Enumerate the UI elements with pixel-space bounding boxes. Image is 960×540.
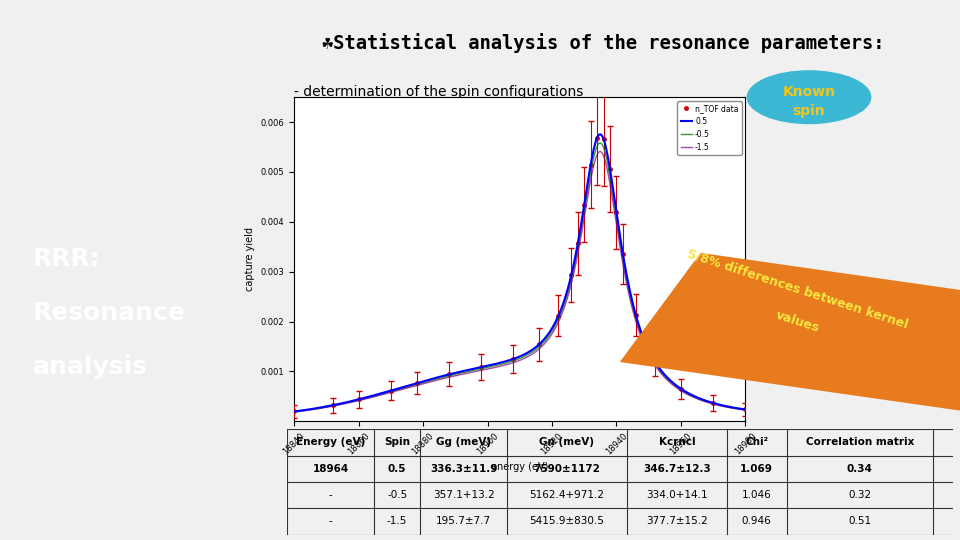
Text: Kcrncl: Kcrncl (659, 437, 695, 448)
Text: -0.5: -0.5 (387, 490, 407, 500)
Text: 357.1+13.2: 357.1+13.2 (433, 490, 494, 500)
Text: 5415.9±830.5: 5415.9±830.5 (530, 516, 605, 526)
Text: Correlation matrix: Correlation matrix (805, 437, 914, 448)
Text: 18964: 18964 (313, 464, 348, 474)
Legend: n_TOF data, 0.5, -0.5, -1.5: n_TOF data, 0.5, -0.5, -1.5 (678, 101, 741, 154)
Text: Resonance: Resonance (33, 301, 185, 325)
Text: 7590±1172: 7590±1172 (534, 464, 600, 474)
Text: Spin: Spin (384, 437, 410, 448)
Text: 346.7±12.3: 346.7±12.3 (643, 464, 710, 474)
Text: 0.946: 0.946 (742, 516, 772, 526)
Text: 1.069: 1.069 (740, 464, 773, 474)
Text: 377.7±15.2: 377.7±15.2 (646, 516, 708, 526)
Text: 5162.4+971.2: 5162.4+971.2 (530, 490, 605, 500)
FancyBboxPatch shape (620, 253, 960, 412)
Text: ☘Statistical analysis of the resonance parameters:: ☘Statistical analysis of the resonance p… (322, 33, 884, 53)
Text: Gg (meV): Gg (meV) (436, 437, 492, 448)
Text: Known: Known (782, 85, 835, 99)
Text: Chi²: Chi² (745, 437, 768, 448)
Text: analysis: analysis (33, 355, 148, 379)
Text: Gn (meV): Gn (meV) (540, 437, 594, 448)
Text: 5/8% differences between kernel: 5/8% differences between kernel (685, 247, 910, 331)
Text: Energy (eV): Energy (eV) (296, 437, 365, 448)
X-axis label: energy (eV): energy (eV) (492, 462, 548, 471)
Text: 195.7±7.7: 195.7±7.7 (436, 516, 492, 526)
Text: -: - (328, 516, 332, 526)
Text: RRR:: RRR: (33, 247, 101, 271)
Text: 0.5: 0.5 (388, 464, 406, 474)
Y-axis label: capture yield: capture yield (245, 227, 255, 291)
Text: values: values (774, 308, 822, 334)
Text: -1.5: -1.5 (387, 516, 407, 526)
Text: 1.046: 1.046 (742, 490, 772, 500)
Text: 0.51: 0.51 (849, 516, 872, 526)
Text: 0.32: 0.32 (849, 490, 872, 500)
Text: 334.0+14.1: 334.0+14.1 (646, 490, 708, 500)
Text: - determination of the spin configurations: - determination of the spin configuratio… (294, 85, 584, 99)
Text: -: - (328, 490, 332, 500)
Text: 0.34: 0.34 (847, 464, 873, 474)
Text: spin: spin (793, 104, 826, 118)
Text: 336.3±11.9: 336.3±11.9 (430, 464, 497, 474)
